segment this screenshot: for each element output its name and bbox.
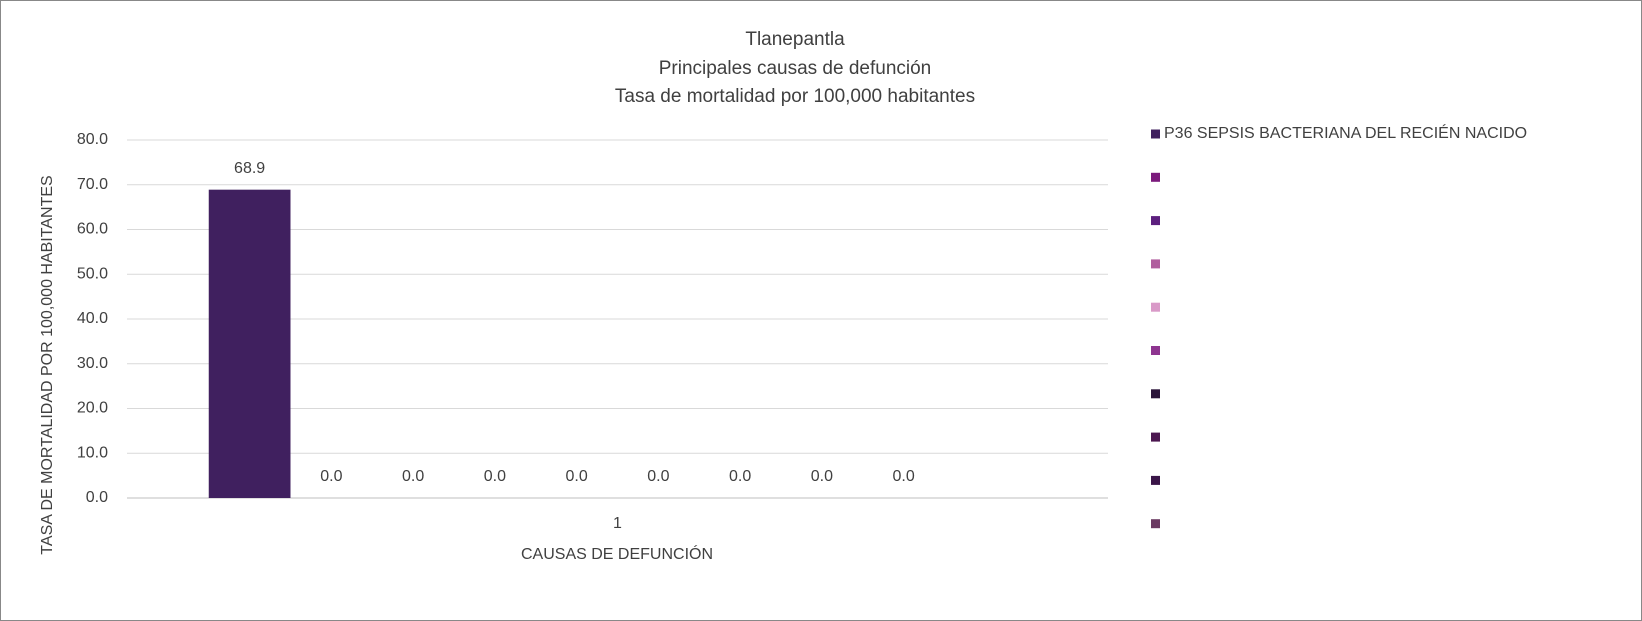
x-axis-title: CAUSAS DE DEFUNCIÓN <box>521 544 713 563</box>
legend-swatch <box>1151 216 1160 226</box>
data-label: 0.0 <box>729 468 751 485</box>
legend-swatch <box>1151 475 1160 485</box>
legend-label: P36 SEPSIS BACTERIANA DEL RECIÉN NACIDO <box>1164 123 1527 142</box>
legend-swatch <box>1151 172 1160 182</box>
legend-swatch <box>1151 389 1160 399</box>
y-tick-label: 60.0 <box>77 221 108 238</box>
y-tick-label: 40.0 <box>77 310 108 327</box>
data-label: 0.0 <box>566 468 588 485</box>
data-label: 0.0 <box>484 468 506 485</box>
y-tick-label: 30.0 <box>77 355 108 372</box>
chart-title: Tlanepantla <box>745 29 845 50</box>
data-label: 0.0 <box>811 468 833 485</box>
legend-swatch <box>1151 346 1160 355</box>
chart-title: Tasa de mortalidad por 100,000 habitante… <box>615 86 975 107</box>
y-axis-title: TASA DE MORTALIDAD POR 100,000 HABITANTE… <box>39 175 56 554</box>
legend-swatch <box>1151 302 1160 312</box>
y-tick-label: 80.0 <box>77 131 108 148</box>
y-tick-label: 50.0 <box>77 265 108 282</box>
data-label: 0.0 <box>893 468 915 485</box>
x-tick-label: 1 <box>613 515 622 532</box>
legend-swatch <box>1151 432 1160 442</box>
data-label: 0.0 <box>402 468 424 485</box>
legend-swatch <box>1151 259 1160 269</box>
y-tick-label: 70.0 <box>77 176 108 193</box>
chart-title: Principales causas de defunción <box>659 58 932 79</box>
bar <box>208 189 291 499</box>
legend-swatch <box>1151 129 1160 139</box>
data-label: 68.9 <box>234 160 265 177</box>
data-label: 0.0 <box>320 468 342 485</box>
y-tick-label: 20.0 <box>77 400 108 417</box>
data-label: 0.0 <box>647 468 669 485</box>
y-tick-label: 0.0 <box>86 489 108 506</box>
y-tick-label: 10.0 <box>77 444 108 461</box>
legend-swatch <box>1151 519 1160 529</box>
